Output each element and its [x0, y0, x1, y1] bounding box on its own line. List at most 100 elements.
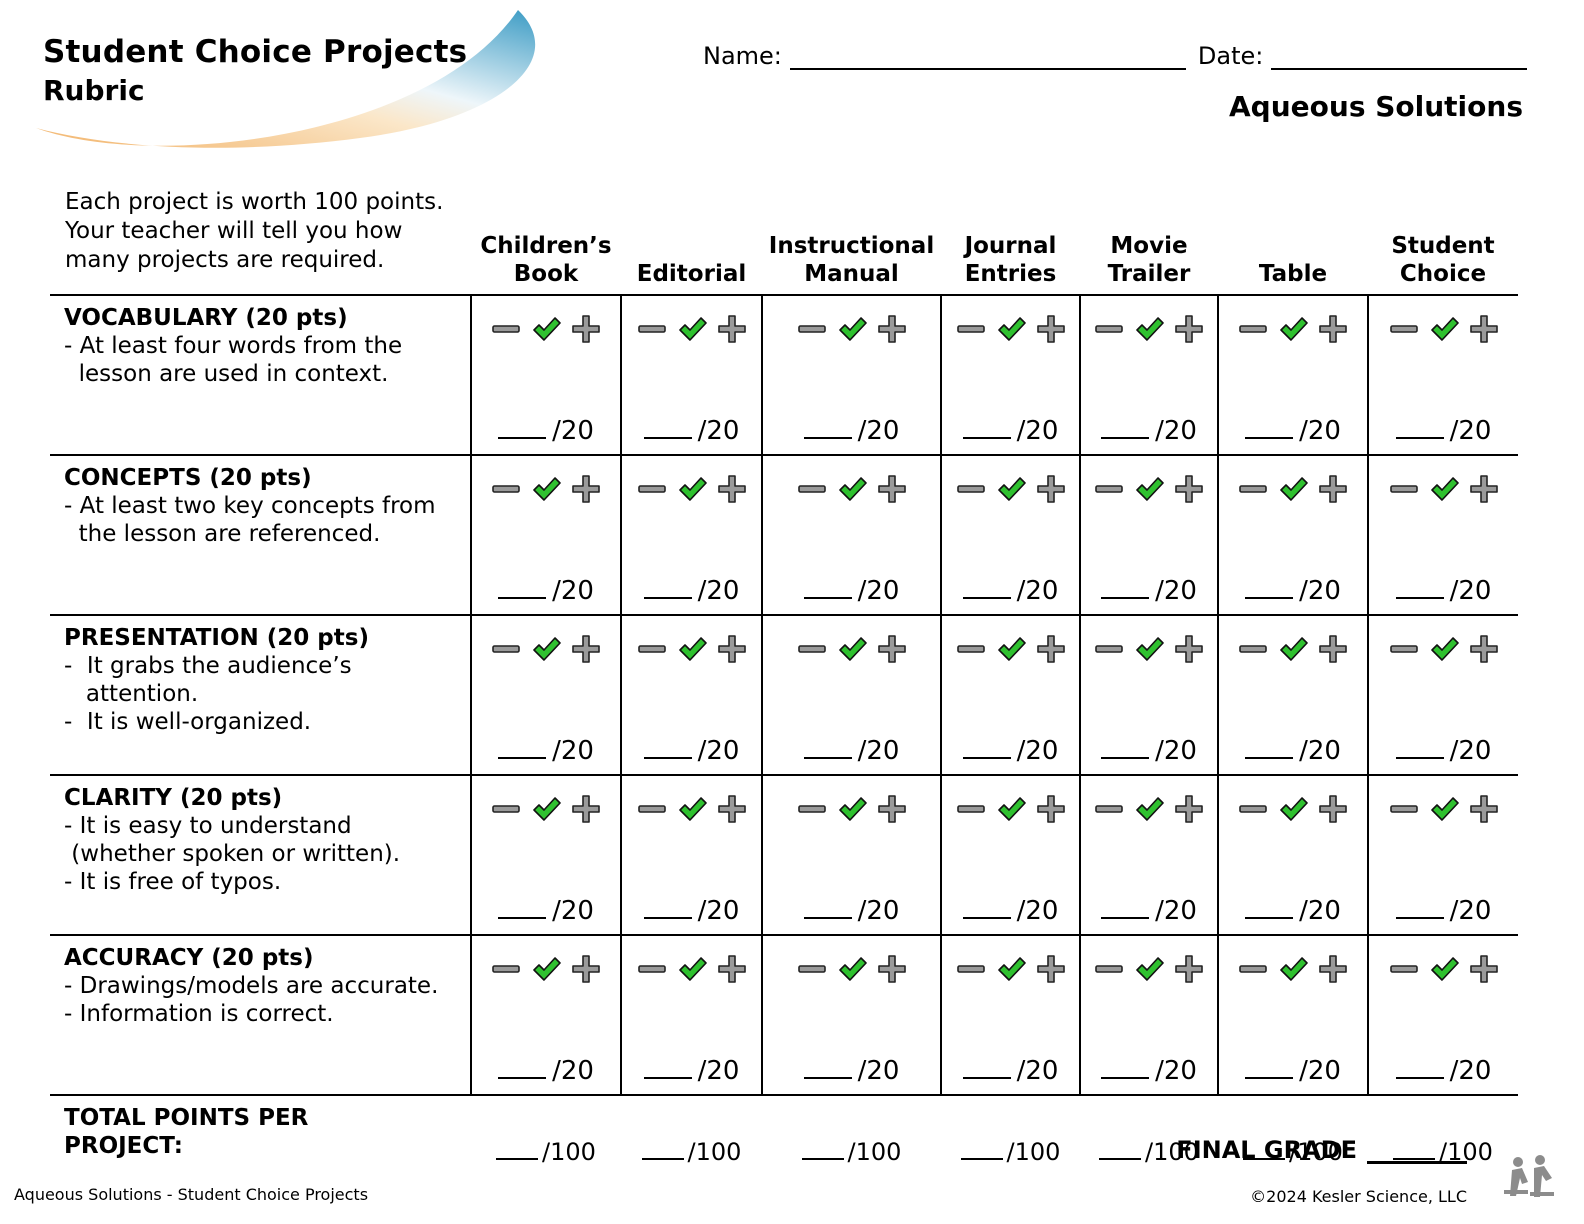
points-blank[interactable] [1245, 597, 1294, 599]
total-blank[interactable] [1243, 1158, 1286, 1160]
points-blank[interactable] [1245, 917, 1294, 919]
plus-icon[interactable] [877, 314, 907, 344]
points-field[interactable]: /20 [1369, 576, 1518, 606]
minus-icon[interactable] [1389, 314, 1419, 344]
checkmark-icon[interactable] [677, 954, 707, 984]
total-blank[interactable] [496, 1158, 539, 1160]
points-field[interactable]: /20 [472, 896, 620, 926]
points-blank[interactable] [1245, 437, 1294, 439]
minus-icon[interactable] [1094, 474, 1124, 504]
total-points-field[interactable]: /100 [1218, 1095, 1368, 1170]
points-field[interactable]: /20 [763, 896, 940, 926]
points-field[interactable]: /20 [1369, 896, 1518, 926]
points-field[interactable]: /20 [1369, 416, 1518, 446]
checkmark-icon[interactable] [1278, 474, 1308, 504]
checkmark-icon[interactable] [837, 794, 867, 824]
plus-icon[interactable] [1036, 474, 1066, 504]
points-blank[interactable] [1395, 757, 1444, 759]
points-blank[interactable] [962, 1077, 1011, 1079]
checkmark-icon[interactable] [531, 474, 561, 504]
checkmark-icon[interactable] [1134, 314, 1164, 344]
points-field[interactable]: /20 [763, 1056, 940, 1086]
minus-icon[interactable] [1094, 954, 1124, 984]
plus-icon[interactable] [571, 954, 601, 984]
name-field[interactable] [789, 44, 1186, 70]
plus-icon[interactable] [877, 474, 907, 504]
points-blank[interactable] [1245, 1077, 1294, 1079]
points-blank[interactable] [1395, 1077, 1444, 1079]
points-blank[interactable] [1395, 917, 1444, 919]
points-blank[interactable] [498, 757, 547, 759]
minus-icon[interactable] [637, 474, 667, 504]
plus-icon[interactable] [1174, 634, 1204, 664]
points-blank[interactable] [1101, 757, 1150, 759]
date-field[interactable] [1271, 44, 1528, 70]
minus-icon[interactable] [491, 794, 521, 824]
minus-icon[interactable] [1238, 954, 1268, 984]
minus-icon[interactable] [1094, 314, 1124, 344]
plus-icon[interactable] [877, 794, 907, 824]
total-points-field[interactable]: /100 [762, 1095, 941, 1170]
points-blank[interactable] [643, 1077, 692, 1079]
points-field[interactable]: /20 [622, 896, 761, 926]
minus-icon[interactable] [637, 794, 667, 824]
checkmark-icon[interactable] [1429, 954, 1459, 984]
points-field[interactable]: /20 [1081, 416, 1217, 446]
points-field[interactable]: /20 [1219, 896, 1367, 926]
points-field[interactable]: /20 [1219, 416, 1367, 446]
checkmark-icon[interactable] [1278, 954, 1308, 984]
total-points-field[interactable]: /100 [941, 1095, 1080, 1170]
points-blank[interactable] [1101, 437, 1150, 439]
points-field[interactable]: /20 [1369, 1056, 1518, 1086]
final-grade-field[interactable] [1367, 1137, 1467, 1164]
minus-icon[interactable] [1238, 634, 1268, 664]
minus-icon[interactable] [797, 954, 827, 984]
plus-icon[interactable] [571, 634, 601, 664]
minus-icon[interactable] [1389, 634, 1419, 664]
points-blank[interactable] [1395, 437, 1444, 439]
points-field[interactable]: /20 [472, 1056, 620, 1086]
points-field[interactable]: /20 [1219, 576, 1367, 606]
minus-icon[interactable] [1238, 314, 1268, 344]
points-blank[interactable] [498, 917, 547, 919]
checkmark-icon[interactable] [837, 954, 867, 984]
points-field[interactable]: /20 [1081, 1056, 1217, 1086]
points-blank[interactable] [962, 437, 1011, 439]
plus-icon[interactable] [571, 794, 601, 824]
plus-icon[interactable] [1469, 634, 1499, 664]
checkmark-icon[interactable] [1134, 954, 1164, 984]
points-field[interactable]: /20 [942, 576, 1079, 606]
minus-icon[interactable] [637, 314, 667, 344]
points-blank[interactable] [643, 437, 692, 439]
checkmark-icon[interactable] [677, 634, 707, 664]
points-blank[interactable] [1101, 1077, 1150, 1079]
plus-icon[interactable] [1469, 314, 1499, 344]
points-field[interactable]: /20 [622, 416, 761, 446]
plus-icon[interactable] [717, 474, 747, 504]
points-field[interactable]: /20 [942, 1056, 1079, 1086]
minus-icon[interactable] [491, 634, 521, 664]
minus-icon[interactable] [956, 954, 986, 984]
minus-icon[interactable] [1389, 954, 1419, 984]
minus-icon[interactable] [956, 474, 986, 504]
points-blank[interactable] [498, 437, 547, 439]
points-field[interactable]: /20 [1081, 736, 1217, 766]
points-field[interactable]: /20 [763, 576, 940, 606]
checkmark-icon[interactable] [1278, 314, 1308, 344]
points-field[interactable]: /20 [942, 416, 1079, 446]
total-blank[interactable] [960, 1158, 1003, 1160]
minus-icon[interactable] [1389, 794, 1419, 824]
plus-icon[interactable] [1469, 474, 1499, 504]
points-field[interactable]: /20 [942, 896, 1079, 926]
points-field[interactable]: /20 [472, 736, 620, 766]
points-blank[interactable] [1395, 597, 1444, 599]
minus-icon[interactable] [637, 954, 667, 984]
plus-icon[interactable] [1318, 314, 1348, 344]
minus-icon[interactable] [797, 794, 827, 824]
points-field[interactable]: /20 [1081, 896, 1217, 926]
checkmark-icon[interactable] [996, 474, 1026, 504]
plus-icon[interactable] [717, 314, 747, 344]
points-blank[interactable] [803, 917, 852, 919]
minus-icon[interactable] [797, 314, 827, 344]
plus-icon[interactable] [1174, 314, 1204, 344]
